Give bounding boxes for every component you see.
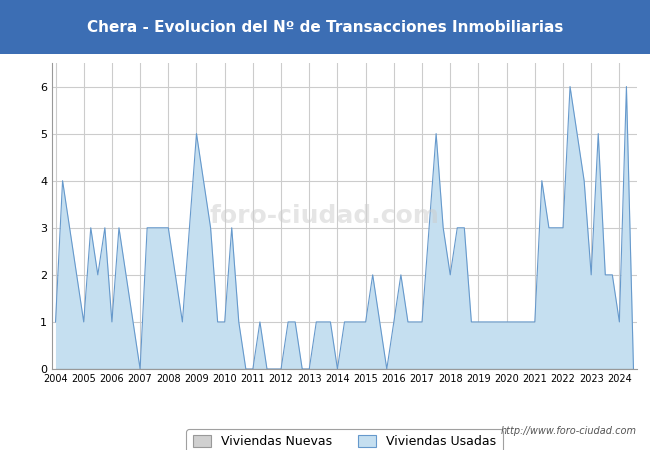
Text: http://www.foro-ciudad.com: http://www.foro-ciudad.com <box>501 427 637 436</box>
Text: foro-ciudad.com: foro-ciudad.com <box>210 204 440 228</box>
Text: Chera - Evolucion del Nº de Transacciones Inmobiliarias: Chera - Evolucion del Nº de Transaccione… <box>87 19 563 35</box>
Legend: Viviendas Nuevas, Viviendas Usadas: Viviendas Nuevas, Viviendas Usadas <box>187 429 502 450</box>
